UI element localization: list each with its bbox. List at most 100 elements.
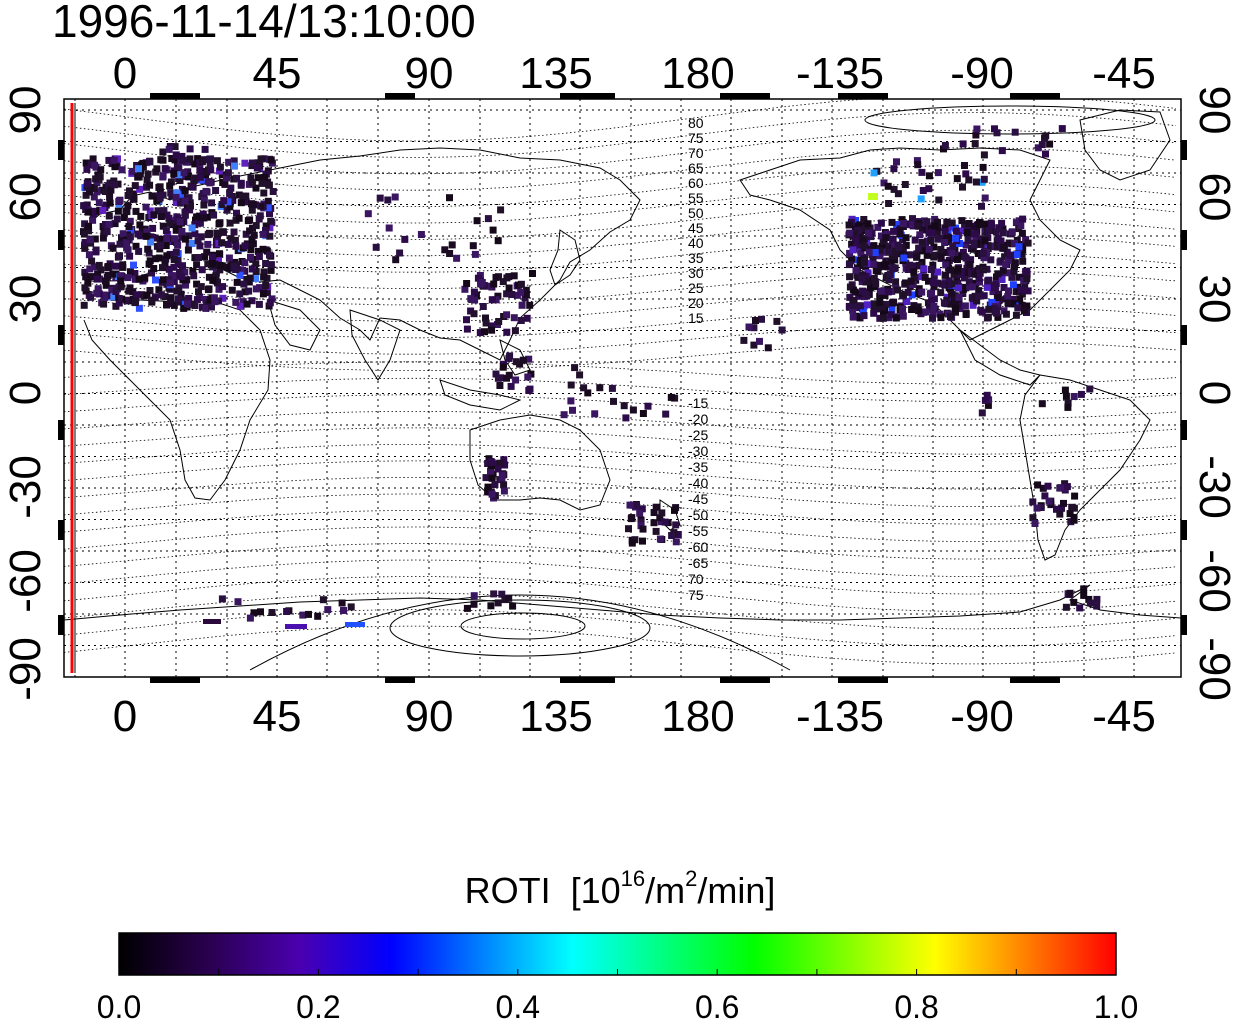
- roti-pixel: [1066, 510, 1074, 518]
- roti-pixel: [176, 199, 184, 207]
- roti-pixel: [231, 162, 238, 170]
- lat-label-left: 60: [1, 173, 50, 222]
- contour-label: 70: [688, 571, 704, 587]
- roti-pixel: [232, 298, 240, 306]
- roti-pixel: [219, 294, 227, 302]
- roti-pixel: [848, 240, 856, 248]
- roti-pixel: [142, 232, 150, 240]
- roti-pixel: [255, 253, 263, 260]
- contour-line: [64, 377, 1177, 403]
- roti-pixel: [223, 263, 231, 271]
- roti-pixel: [157, 291, 165, 299]
- roti-pixel: [168, 155, 176, 162]
- roti-pixel: [155, 286, 163, 294]
- roti-pixel: [266, 224, 274, 232]
- lon-label-top: -90: [950, 49, 1014, 98]
- roti-pixel: [241, 159, 249, 167]
- roti-pixel: [82, 273, 90, 281]
- roti-pixel: [913, 253, 921, 261]
- roti-pixel: [470, 310, 478, 318]
- contour-label: 15: [688, 310, 704, 326]
- roti-pixel: [146, 181, 154, 189]
- roti-pixel: [953, 175, 961, 183]
- contour-label: 75: [688, 587, 704, 603]
- roti-pixel: [267, 156, 275, 164]
- roti-pixel: [961, 302, 969, 310]
- roti-pixel: [1024, 239, 1032, 247]
- roti-pixel: [580, 384, 588, 392]
- roti-pixel: [978, 308, 986, 316]
- roti-pixel: [109, 244, 117, 252]
- roti-pixel: [267, 261, 275, 269]
- roti-pixel: [849, 246, 857, 254]
- roti-pixel: [1042, 150, 1049, 158]
- roti-pixel: [200, 214, 208, 222]
- roti-pixel: [197, 283, 205, 291]
- roti-pixel: [868, 193, 878, 200]
- roti-pixel: [868, 229, 876, 237]
- roti-pixel: [116, 240, 124, 248]
- roti-pixel: [347, 603, 355, 611]
- roti-pixel: [919, 247, 927, 255]
- roti-pixel: [1060, 499, 1067, 507]
- roti-pixel: [926, 305, 933, 313]
- roti-pixel: [196, 166, 204, 174]
- roti-pixel: [914, 303, 922, 311]
- roti-pixel: [900, 291, 908, 299]
- roti-pixel: [114, 207, 122, 215]
- contour-label: -20: [688, 411, 708, 427]
- roti-pixel: [105, 220, 113, 228]
- roti-pixel: [142, 203, 150, 211]
- roti-pixel: [104, 263, 112, 270]
- roti-pixel: [95, 261, 103, 269]
- roti-pixel: [1019, 257, 1027, 265]
- roti-pixel: [965, 176, 973, 184]
- roti-pixel: [265, 181, 273, 189]
- roti-pixel: [97, 266, 105, 274]
- roti-pixel: [938, 280, 946, 288]
- roti-data-pixels: [80, 125, 1101, 629]
- roti-pixel: [934, 169, 942, 177]
- roti-pixel: [861, 225, 869, 232]
- roti-pixel: [210, 211, 218, 219]
- roti-pixel: [254, 247, 262, 255]
- roti-pixel: [878, 242, 886, 250]
- roti-pixel: [131, 182, 139, 190]
- roti-pixel: [86, 188, 93, 196]
- roti-pixel: [285, 624, 307, 629]
- roti-pixel: [661, 518, 669, 526]
- roti-pixel: [107, 186, 115, 194]
- contour-line: [64, 559, 1177, 595]
- contour-label: 35: [688, 250, 704, 266]
- roti-pixel: [261, 174, 268, 181]
- roti-pixel: [980, 175, 988, 183]
- roti-pixel: [189, 267, 197, 275]
- roti-pixel: [930, 303, 938, 310]
- roti-pixel: [560, 411, 568, 419]
- roti-pixel: [503, 328, 511, 336]
- roti-pixel: [215, 167, 223, 175]
- tick-bar-left: [58, 615, 64, 635]
- roti-pixel: [959, 140, 967, 148]
- roti-pixel: [216, 266, 224, 274]
- roti-pixel: [258, 179, 266, 187]
- roti-pixel: [846, 229, 854, 237]
- roti-pixel: [225, 158, 233, 166]
- roti-pixel: [941, 239, 949, 246]
- roti-pixel: [226, 189, 234, 197]
- roti-pixel: [1034, 144, 1042, 152]
- roti-pixel: [174, 255, 182, 263]
- roti-pixel: [925, 277, 932, 285]
- roti-pixel: [894, 190, 902, 198]
- contour-pole-north: [864, 105, 1156, 135]
- colorbar-unit-mid: /m: [645, 870, 686, 911]
- roti-pixel: [136, 221, 144, 229]
- roti-pixel: [901, 181, 909, 188]
- roti-pixel: [120, 214, 128, 221]
- roti-pixel: [981, 237, 989, 245]
- roti-pixel: [156, 183, 164, 191]
- roti-pixel: [1005, 287, 1012, 295]
- roti-pixel: [860, 312, 868, 320]
- roti-pixel: [906, 221, 914, 229]
- roti-pixel: [116, 197, 124, 205]
